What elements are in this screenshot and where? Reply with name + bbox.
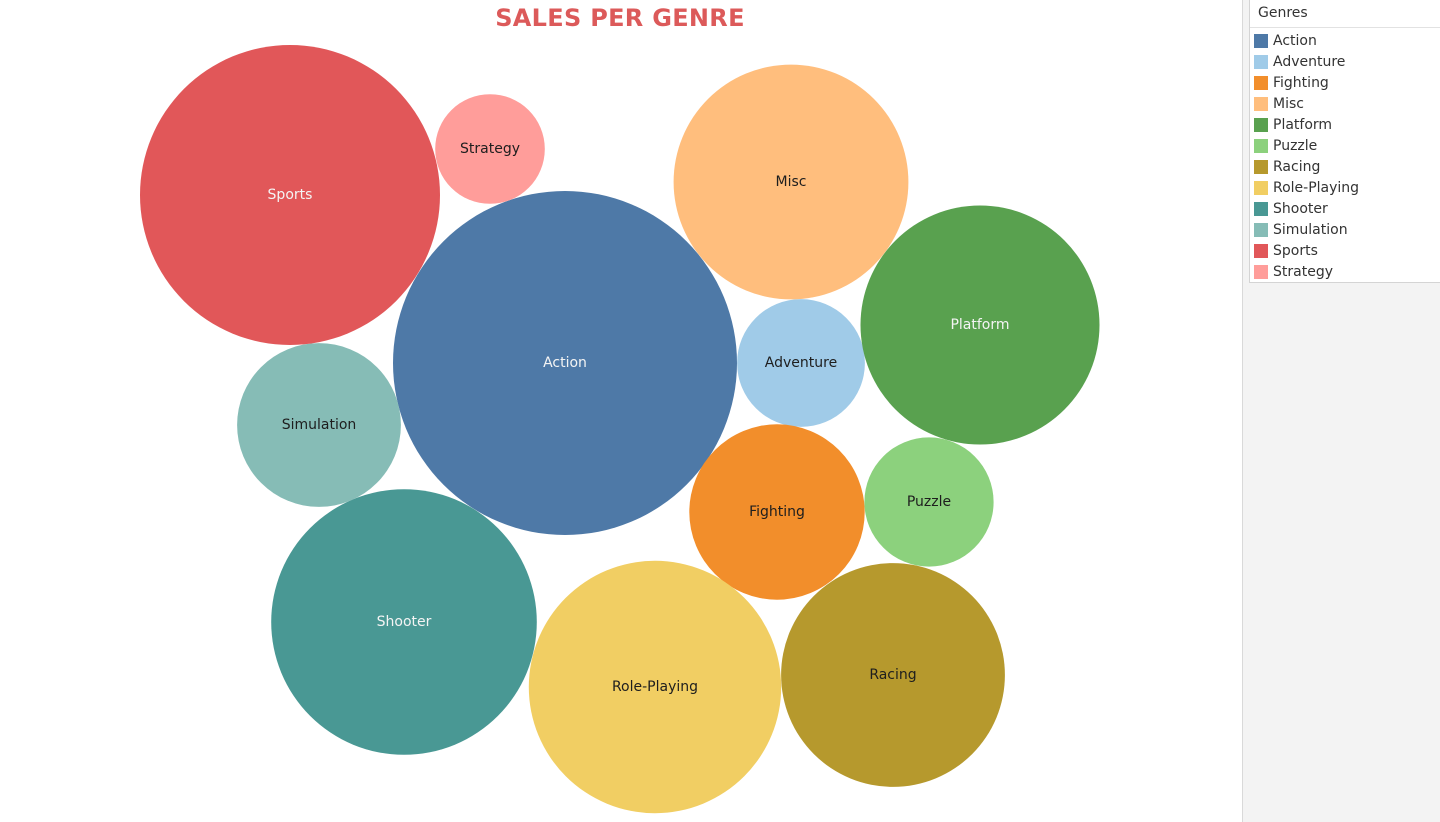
bubble-circle-shooter[interactable]	[271, 489, 537, 755]
bubble-label-role-playing: Role-Playing	[612, 679, 698, 695]
bubble-chart: Action Adventure Fighting Misc Platform Puzzl…	[140, 45, 1100, 814]
bubble-label-fighting: Fighting	[749, 504, 805, 520]
legend-label-adventure: Adventure	[1273, 53, 1346, 70]
bubble-adventure[interactable]: Adventure	[737, 299, 865, 427]
bubble-racing[interactable]: Racing	[781, 563, 1005, 787]
bubble-label-misc: Misc	[776, 174, 807, 190]
legend-item-action[interactable]: Action	[1250, 30, 1440, 51]
legend-swatch-fighting	[1254, 75, 1268, 90]
bubble-circle-strategy[interactable]	[435, 94, 545, 204]
chart-title: SALES PER GENRE	[495, 4, 745, 32]
bubble-strategy[interactable]: Strategy	[435, 94, 545, 204]
bubble-platform[interactable]: Platform	[860, 205, 1100, 445]
legend-item-role-playing[interactable]: Role-Playing	[1250, 177, 1440, 198]
bubble-label-simulation: Simulation	[282, 417, 357, 433]
bubble-circle-platform[interactable]	[860, 205, 1100, 445]
legend-swatch-misc	[1254, 96, 1268, 111]
bubble-shooter[interactable]: Shooter	[271, 489, 537, 755]
bubble-simulation[interactable]: Simulation	[237, 343, 401, 507]
legend-title: Genres	[1250, 0, 1440, 28]
bubble-label-action: Action	[543, 355, 587, 371]
legend-swatch-simulation	[1254, 222, 1268, 237]
side-panel: Genres Action Adventure Fighting Misc Platfo…	[1242, 0, 1440, 822]
bubble-circle-simulation[interactable]	[237, 343, 401, 507]
legend-item-puzzle[interactable]: Puzzle	[1250, 135, 1440, 156]
legend: Genres Action Adventure Fighting Misc Platfo…	[1249, 0, 1440, 283]
legend-swatch-strategy	[1254, 264, 1268, 279]
legend-item-fighting[interactable]: Fighting	[1250, 72, 1440, 93]
legend-swatch-shooter	[1254, 201, 1268, 216]
legend-swatch-platform	[1254, 117, 1268, 132]
bubble-label-adventure: Adventure	[765, 355, 837, 371]
bubble-circle-sports[interactable]	[140, 45, 440, 345]
legend-swatch-adventure	[1254, 54, 1268, 69]
bubble-puzzle[interactable]: Puzzle	[864, 437, 994, 567]
bubble-circle-racing[interactable]	[781, 563, 1005, 787]
legend-label-sports: Sports	[1273, 242, 1318, 259]
legend-swatch-action	[1254, 33, 1268, 48]
chart-area: SALES PER GENRE Action Adventure Fighting M…	[140, 4, 1100, 814]
legend-label-action: Action	[1273, 32, 1317, 49]
bubble-circle-action[interactable]	[393, 191, 737, 535]
bubble-circle-puzzle[interactable]	[864, 437, 994, 567]
bubble-circle-misc[interactable]	[673, 64, 909, 300]
bubble-role-playing[interactable]: Role-Playing	[528, 560, 782, 814]
legend-label-misc: Misc	[1273, 95, 1304, 112]
bubble-label-racing: Racing	[869, 667, 916, 683]
bubble-label-shooter: Shooter	[377, 614, 432, 630]
bubble-circle-adventure[interactable]	[737, 299, 865, 427]
bubble-fighting[interactable]: Fighting	[689, 424, 865, 600]
bubble-action[interactable]: Action	[393, 191, 737, 535]
legend-item-sports[interactable]: Sports	[1250, 240, 1440, 261]
legend-label-strategy: Strategy	[1273, 263, 1333, 280]
legend-item-strategy[interactable]: Strategy	[1250, 261, 1440, 282]
legend-label-shooter: Shooter	[1273, 200, 1328, 217]
bubble-circle-role-playing[interactable]	[528, 560, 782, 814]
legend-label-simulation: Simulation	[1273, 221, 1348, 238]
legend-item-misc[interactable]: Misc	[1250, 93, 1440, 114]
legend-item-shooter[interactable]: Shooter	[1250, 198, 1440, 219]
legend-swatch-role-playing	[1254, 180, 1268, 195]
legend-label-racing: Racing	[1273, 158, 1321, 175]
legend-label-platform: Platform	[1273, 116, 1333, 133]
legend-label-puzzle: Puzzle	[1273, 137, 1318, 154]
legend-item-adventure[interactable]: Adventure	[1250, 51, 1440, 72]
bubble-label-sports: Sports	[268, 187, 313, 203]
bubble-label-strategy: Strategy	[460, 141, 520, 157]
legend-item-simulation[interactable]: Simulation	[1250, 219, 1440, 240]
bubble-circle-fighting[interactable]	[689, 424, 865, 600]
legend-swatch-racing	[1254, 159, 1268, 174]
legend-swatch-sports	[1254, 243, 1268, 258]
bubble-sports[interactable]: Sports	[140, 45, 440, 345]
legend-item-racing[interactable]: Racing	[1250, 156, 1440, 177]
legend-item-platform[interactable]: Platform	[1250, 114, 1440, 135]
legend-label-fighting: Fighting	[1273, 74, 1329, 91]
legend-swatch-puzzle	[1254, 138, 1268, 153]
legend-list: Action Adventure Fighting Misc Platform Puzzl…	[1250, 28, 1440, 282]
bubble-label-puzzle: Puzzle	[907, 494, 951, 510]
legend-label-role-playing: Role-Playing	[1273, 179, 1360, 196]
bubble-label-platform: Platform	[950, 317, 1009, 333]
bubble-misc[interactable]: Misc	[673, 64, 909, 300]
